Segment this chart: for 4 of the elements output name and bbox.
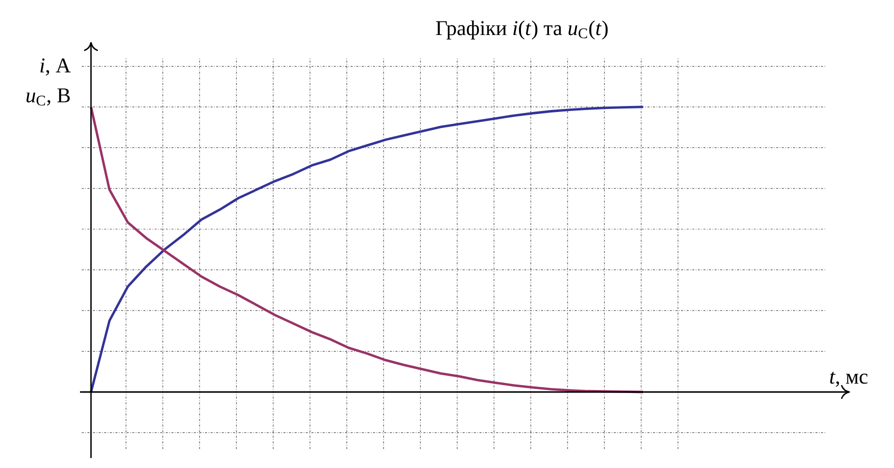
chart-title: Графіки i(t) та u$_{C}$(t) <box>436 20 608 40</box>
text: u$_{C}$, В <box>26 88 70 106</box>
text: t, мс <box>830 372 868 387</box>
y-axis-title: i, А <box>40 58 71 76</box>
